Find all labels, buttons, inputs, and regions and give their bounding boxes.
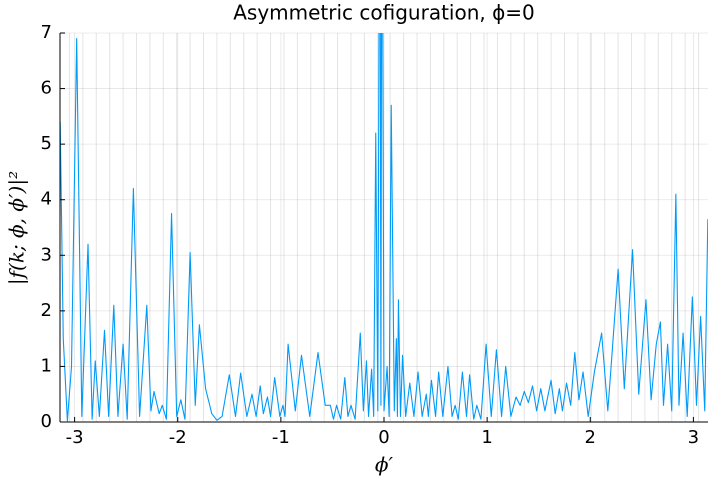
y-tick-label: 5 bbox=[41, 133, 52, 154]
x-axis-label: ϕ′ bbox=[375, 453, 394, 477]
y-tick-label: 7 bbox=[41, 22, 52, 43]
y-tick-label: 1 bbox=[41, 355, 52, 376]
y-tick-label: 6 bbox=[41, 78, 52, 99]
y-tick-label: 0 bbox=[41, 411, 52, 432]
y-axis-label: |f(k; ϕ, ϕ′)|² bbox=[5, 171, 30, 285]
line-layer bbox=[60, 33, 708, 422]
x-tick-label: -2 bbox=[169, 427, 187, 448]
x-tick-label: -3 bbox=[66, 427, 84, 448]
x-tick-label: 3 bbox=[688, 427, 699, 448]
y-tick-label: 2 bbox=[41, 300, 52, 321]
x-tick-label: 2 bbox=[585, 427, 596, 448]
x-tick-label: 1 bbox=[481, 427, 492, 448]
y-tick-label: 3 bbox=[41, 244, 52, 265]
data-line bbox=[60, 33, 708, 422]
x-tick-label: -1 bbox=[272, 427, 290, 448]
chart-title: Asymmetric cofiguration, ϕ=0 bbox=[233, 1, 535, 25]
axis-layer: -3 -2 -1 0 1 2 3 0 1 2 3 4 5 6 7 bbox=[41, 22, 708, 448]
x-tick-label: 0 bbox=[378, 427, 389, 448]
y-tick-label: 4 bbox=[41, 189, 52, 210]
